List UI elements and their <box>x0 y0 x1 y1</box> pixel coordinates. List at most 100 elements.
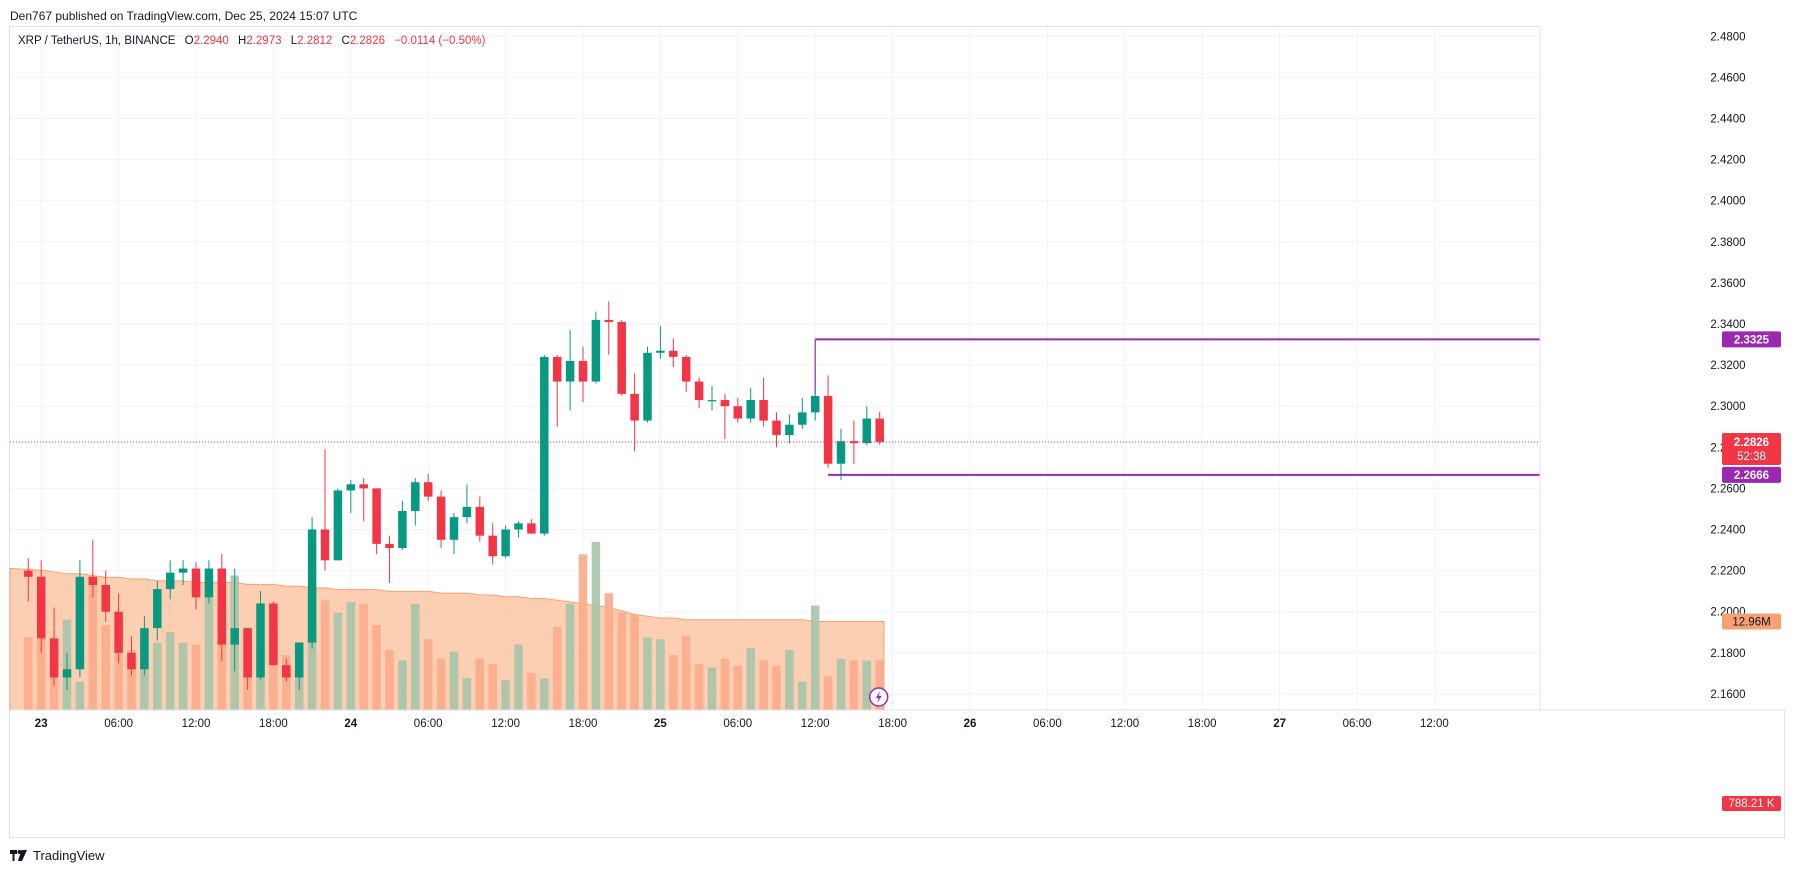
level-price-tag <box>1722 466 1781 483</box>
y-tick-label: 2.3400 <box>1710 319 1745 331</box>
footer-brand-name: TradingView <box>33 848 105 863</box>
candle-body <box>423 482 433 497</box>
candle-body <box>256 603 265 678</box>
volume-bar <box>552 626 562 710</box>
legend-high-value: 2.2973 <box>246 35 282 47</box>
volume-bar <box>772 665 781 710</box>
y-tick-label: 2.2400 <box>1710 525 1745 537</box>
volume-bar <box>36 610 46 710</box>
symbol-legend: XRP / TetherUS, 1h, BINANCE O2.2940 H2.2… <box>18 35 485 47</box>
volume-bar <box>75 681 85 710</box>
legend-low-label: L <box>290 35 298 47</box>
x-tick-label: 12:00 <box>182 718 211 730</box>
candle-body <box>488 535 497 557</box>
x-tick-label: 24 <box>344 718 357 730</box>
last-price-tag <box>1722 432 1781 465</box>
candle-body <box>669 350 678 357</box>
volume-bar <box>849 660 859 710</box>
candle-body <box>346 484 356 491</box>
candle-body <box>269 603 278 666</box>
volume-bar <box>127 649 136 710</box>
lightning-icon[interactable] <box>868 687 889 707</box>
volume-bar <box>785 649 794 710</box>
x-tick-label: 06:00 <box>1343 718 1372 730</box>
legend-open-label: O <box>184 35 194 47</box>
candle-body <box>798 412 807 425</box>
x-tick-label: 27 <box>1273 718 1286 730</box>
candle-body <box>114 611 123 653</box>
legend-high-label: H <box>238 35 247 47</box>
candle-body <box>643 352 652 421</box>
candle-body <box>178 568 188 573</box>
volume-bar <box>24 637 33 710</box>
volume-ma-area <box>9 567 885 711</box>
x-tick-label: 06:00 <box>414 718 443 730</box>
y-tick-label: 2.4200 <box>1710 155 1745 167</box>
candle-body <box>656 350 665 353</box>
candle-body <box>527 523 536 534</box>
x-tick-label: 26 <box>964 718 977 730</box>
level-price-tag <box>1722 331 1781 348</box>
volume-bar <box>88 579 98 710</box>
candle-body <box>88 576 98 585</box>
volume-bar <box>282 655 291 710</box>
candle-body <box>591 319 601 382</box>
candle-body <box>436 496 446 540</box>
candle-body <box>411 482 420 512</box>
volume-bar <box>385 649 394 710</box>
candle-body <box>810 395 820 413</box>
x-tick-label: 18:00 <box>569 718 598 730</box>
candle-body <box>204 568 214 598</box>
time-axis <box>10 710 1540 738</box>
legend-low-value: 2.2812 <box>297 35 333 47</box>
y-tick-label: 2.3200 <box>1710 360 1745 372</box>
candle-body <box>540 356 549 534</box>
candle-body <box>62 669 72 678</box>
footer-brand[interactable]: TradingView <box>10 848 105 863</box>
candle-body <box>449 517 459 540</box>
y-tick-label: 2.3600 <box>1710 278 1745 290</box>
volume-current-tag <box>1722 796 1781 811</box>
volume-bar <box>501 679 510 710</box>
volume-bar <box>475 658 485 710</box>
legend-symbol: XRP / TetherUS, 1h, BINANCE <box>18 35 176 47</box>
candle-body <box>772 420 781 435</box>
volume-bar <box>101 625 110 710</box>
volume-bar <box>449 651 459 710</box>
y-tick-label: 2.4000 <box>1710 196 1745 208</box>
candle-body <box>630 393 639 421</box>
volume-bar <box>423 639 433 710</box>
volume-ma-tag <box>1722 613 1781 630</box>
volume-bar <box>204 579 214 710</box>
published-by-text: Den767 published on TradingView.com, Dec… <box>10 9 358 23</box>
volume-bar <box>140 640 149 710</box>
volume-bar <box>359 603 368 710</box>
legend-open-value: 2.2940 <box>193 35 229 47</box>
volume-bar <box>398 660 407 710</box>
x-tick-label: 06:00 <box>723 718 752 730</box>
volume-current-label: 788.21 K <box>1728 798 1774 810</box>
volume-bar <box>591 541 601 710</box>
candle-body <box>514 523 523 530</box>
x-tick-label: 06:00 <box>104 718 133 730</box>
volume-bar <box>333 612 343 710</box>
candle-body <box>875 418 884 442</box>
volume-bar <box>720 658 730 710</box>
candle-body <box>333 490 343 561</box>
candle-body <box>36 576 46 639</box>
level-price-label: 2.2666 <box>1734 470 1769 482</box>
volume-bar <box>604 593 614 710</box>
candle-body <box>604 319 614 322</box>
x-tick-label: 06:00 <box>1033 718 1062 730</box>
volume-bar <box>862 660 872 710</box>
volume-bar <box>656 639 665 710</box>
volume-bar <box>759 660 768 710</box>
candle-body <box>320 529 330 561</box>
volume-bar <box>617 612 626 710</box>
price-axis <box>1540 26 1785 710</box>
volume-bar <box>411 603 420 710</box>
y-tick-label: 2.4800 <box>1710 31 1745 43</box>
volume-bar <box>694 663 704 710</box>
volume-pane <box>9 541 885 711</box>
